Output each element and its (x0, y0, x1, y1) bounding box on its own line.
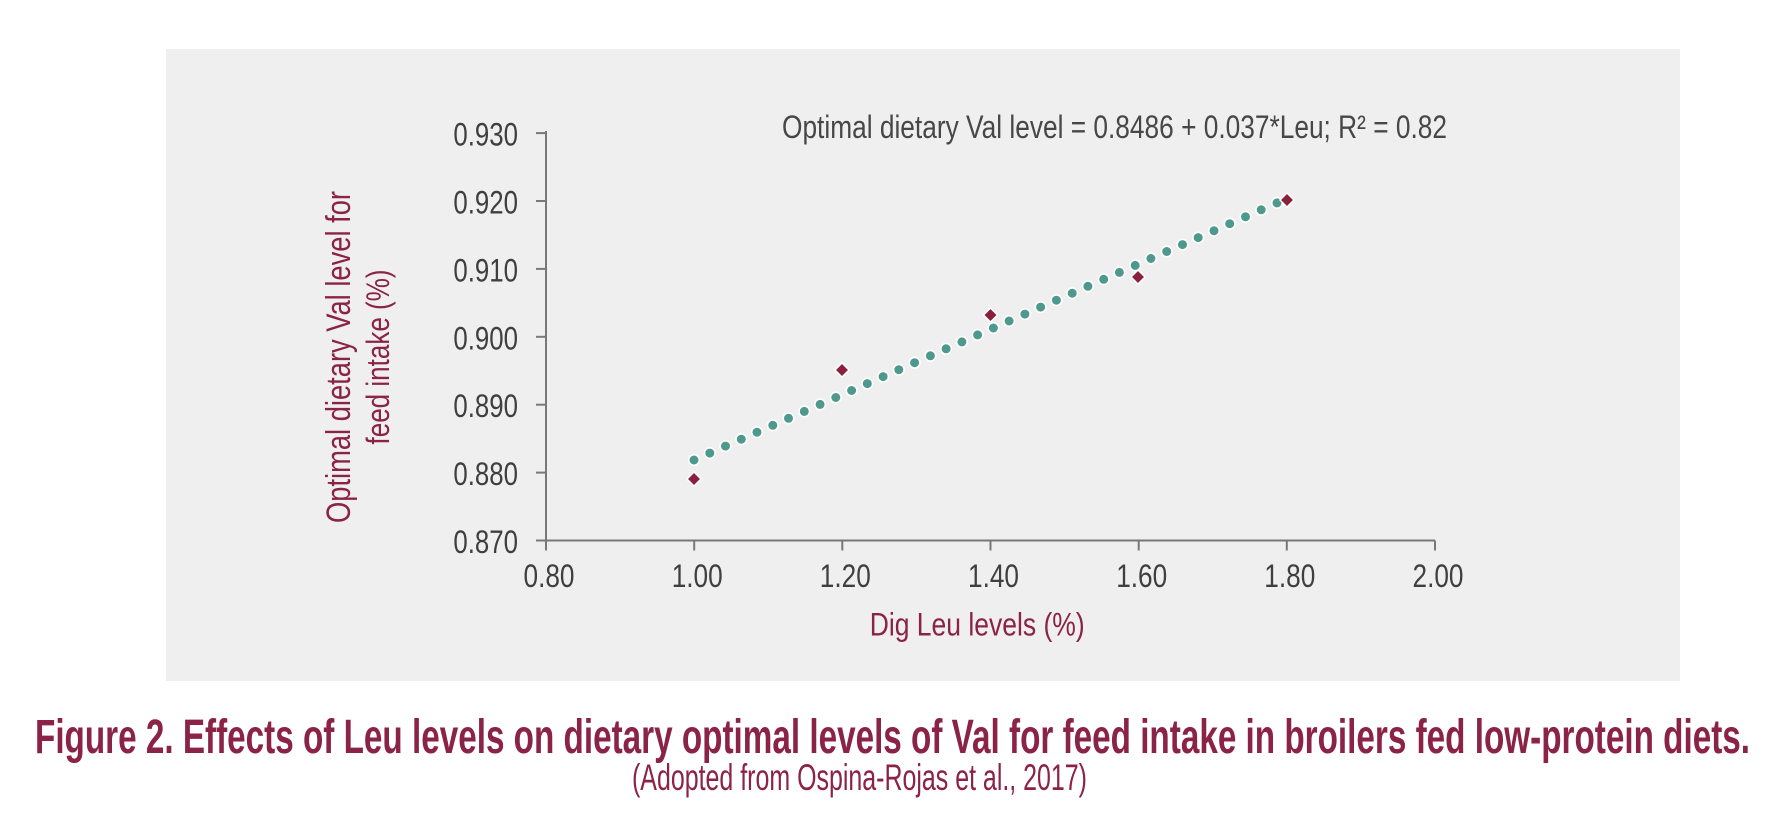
svg-text:0.920: 0.920 (453, 185, 518, 221)
svg-text:1.60: 1.60 (1116, 558, 1167, 594)
svg-text:1.20: 1.20 (820, 558, 871, 594)
svg-text:Dig Leu levels (%): Dig Leu levels (%) (870, 606, 1085, 642)
svg-text:0.880: 0.880 (453, 456, 518, 492)
svg-text:1.80: 1.80 (1264, 558, 1315, 594)
svg-text:feed intake (%): feed intake (%) (360, 270, 396, 445)
svg-text:(Adopted from Ospina-Rojas et: (Adopted from Ospina-Rojas et al., 2017) (632, 757, 1087, 798)
svg-text:1.40: 1.40 (968, 558, 1019, 594)
svg-text:0.930: 0.930 (453, 117, 518, 153)
svg-text:Figure 2. Effects of Leu level: Figure 2. Effects of Leu levels on dieta… (35, 711, 1750, 764)
svg-text:Optimal dietary Val level = 0.: Optimal dietary Val level = 0.8486 + 0.0… (782, 109, 1447, 145)
svg-text:0.910: 0.910 (453, 252, 518, 288)
svg-text:0.890: 0.890 (453, 388, 518, 424)
svg-text:0.870: 0.870 (453, 524, 518, 560)
svg-text:1.00: 1.00 (672, 558, 723, 594)
svg-text:0.80: 0.80 (524, 558, 575, 594)
svg-text:2.00: 2.00 (1413, 558, 1464, 594)
svg-text:Optimal dietary Val level for: Optimal dietary Val level for (320, 191, 358, 523)
svg-text:0.900: 0.900 (453, 320, 518, 356)
